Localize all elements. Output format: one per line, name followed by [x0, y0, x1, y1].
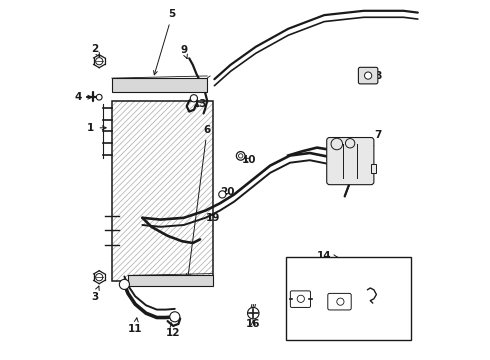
Text: 8: 8 [370, 71, 382, 81]
Text: 1: 1 [87, 123, 106, 133]
Text: 5: 5 [153, 9, 176, 75]
Circle shape [331, 138, 343, 150]
Text: 2: 2 [91, 44, 100, 57]
Circle shape [297, 295, 304, 302]
Text: 3: 3 [91, 286, 99, 302]
Text: 13: 13 [193, 99, 207, 109]
Circle shape [236, 152, 245, 160]
FancyBboxPatch shape [328, 293, 351, 310]
Text: 16: 16 [246, 319, 261, 329]
Text: 17: 17 [331, 303, 346, 313]
FancyBboxPatch shape [112, 78, 207, 92]
Text: 12: 12 [166, 323, 180, 338]
FancyBboxPatch shape [291, 291, 311, 307]
Text: 10: 10 [242, 155, 256, 165]
Circle shape [239, 154, 243, 158]
Circle shape [120, 279, 129, 289]
Bar [112, 101, 213, 281]
Text: 18: 18 [368, 292, 383, 302]
Circle shape [170, 312, 180, 322]
Text: 14: 14 [317, 251, 338, 261]
Text: 6: 6 [187, 125, 211, 278]
Text: 20: 20 [220, 186, 235, 197]
Text: 15: 15 [290, 296, 304, 306]
Circle shape [219, 191, 226, 198]
Circle shape [337, 298, 344, 305]
Bar [112, 101, 213, 281]
Circle shape [345, 139, 355, 148]
Circle shape [96, 274, 103, 281]
FancyBboxPatch shape [358, 67, 378, 84]
Text: 4: 4 [75, 92, 92, 102]
Circle shape [247, 307, 259, 319]
Text: 11: 11 [128, 318, 143, 334]
FancyBboxPatch shape [128, 275, 213, 286]
Bar [371, 164, 376, 173]
FancyBboxPatch shape [327, 138, 374, 185]
Circle shape [365, 72, 372, 79]
Bar [286, 257, 411, 340]
Circle shape [97, 94, 102, 100]
Text: 9: 9 [180, 45, 187, 59]
Text: 19: 19 [205, 213, 220, 223]
Circle shape [96, 58, 103, 65]
Text: 7: 7 [368, 130, 382, 157]
Circle shape [190, 95, 197, 102]
